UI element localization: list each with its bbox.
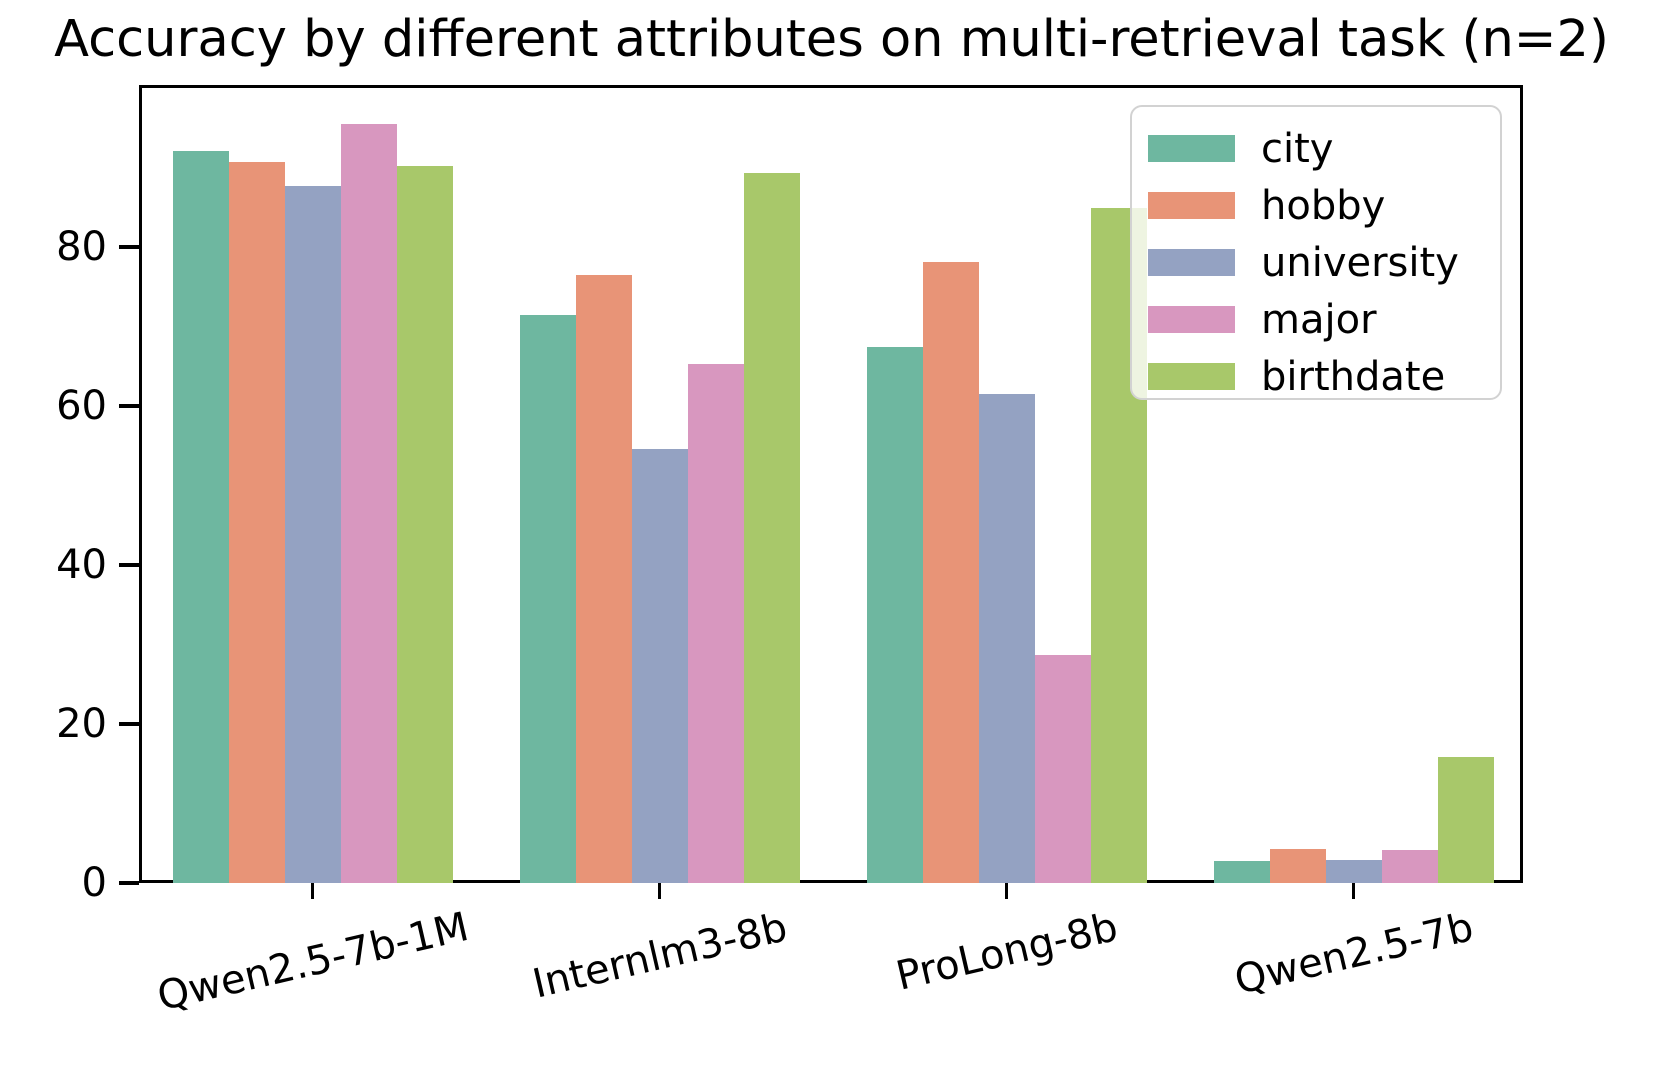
bar-hobby-Qwen2.5-7b-1M <box>228 162 285 883</box>
legend-item-hobby: hobby <box>1148 177 1385 234</box>
legend-item-major: major <box>1148 291 1377 348</box>
x-axis-tick <box>1351 883 1356 899</box>
y-tick-label: 20 <box>56 701 107 748</box>
bar-birthdate-Qwen2.5-7b <box>1437 757 1494 883</box>
y-axis-tick <box>119 563 139 567</box>
x-axis-tick <box>310 883 315 899</box>
legend-label-major: major <box>1261 296 1377 343</box>
x-axis-tick <box>1004 883 1009 899</box>
y-axis-tick <box>119 722 139 726</box>
legend-swatch-city <box>1148 135 1235 162</box>
legend-swatch-major <box>1148 306 1235 333</box>
bar-city-Qwen2.5-7b-1M <box>172 150 229 883</box>
y-tick-label: 0 <box>81 860 107 906</box>
plot-area <box>139 85 1523 883</box>
legend-swatch-hobby <box>1148 192 1235 219</box>
bar-major-Qwen2.5-7b <box>1381 849 1438 883</box>
legend-label-hobby: hobby <box>1261 182 1386 229</box>
x-tick-label: Qwen2.5-7b-1M <box>152 903 473 1021</box>
chart-title: Accuracy by different attributes on mult… <box>54 10 1609 69</box>
y-axis-tick <box>119 404 139 408</box>
y-tick-label: 40 <box>56 542 107 589</box>
bar-major-ProLong-8b <box>1034 654 1091 883</box>
legend-label-city: city <box>1261 125 1334 172</box>
bar-university-Qwen2.5-7b <box>1325 859 1382 883</box>
y-axis-tick <box>119 245 139 249</box>
bar-university-Internlm3-8b <box>631 449 688 883</box>
y-tick-label: 60 <box>56 383 107 430</box>
x-axis-tick <box>657 883 662 899</box>
bar-birthdate-Internlm3-8b <box>743 173 800 883</box>
bar-hobby-Internlm3-8b <box>575 274 632 883</box>
bar-birthdate-Qwen2.5-7b-1M <box>396 166 453 883</box>
legend: city hobby university major birthdate <box>1130 105 1502 400</box>
x-tick-label: ProLong-8b <box>891 904 1122 1000</box>
bar-hobby-ProLong-8b <box>922 262 979 883</box>
legend-item-university: university <box>1148 234 1459 291</box>
bar-city-Qwen2.5-7b <box>1213 860 1270 883</box>
legend-item-city: city <box>1148 120 1333 177</box>
x-tick-label: Internlm3-8b <box>527 903 792 1008</box>
bar-major-Qwen2.5-7b-1M <box>340 123 397 883</box>
y-axis-tick <box>119 881 139 885</box>
legend-label-birthdate: birthdate <box>1261 353 1446 400</box>
bar-university-Qwen2.5-7b-1M <box>284 185 341 883</box>
bar-university-ProLong-8b <box>978 394 1035 883</box>
bar-hobby-Qwen2.5-7b <box>1269 848 1326 883</box>
x-tick-label: Qwen2.5-7b <box>1229 904 1478 1004</box>
y-tick-label: 80 <box>56 224 107 271</box>
bar-city-ProLong-8b <box>866 347 923 883</box>
legend-item-birthdate: birthdate <box>1148 348 1445 405</box>
legend-swatch-university <box>1148 249 1235 276</box>
bar-city-Internlm3-8b <box>519 315 576 883</box>
legend-swatch-birthdate <box>1148 363 1235 390</box>
legend-label-university: university <box>1261 239 1459 286</box>
bar-major-Internlm3-8b <box>687 363 744 883</box>
